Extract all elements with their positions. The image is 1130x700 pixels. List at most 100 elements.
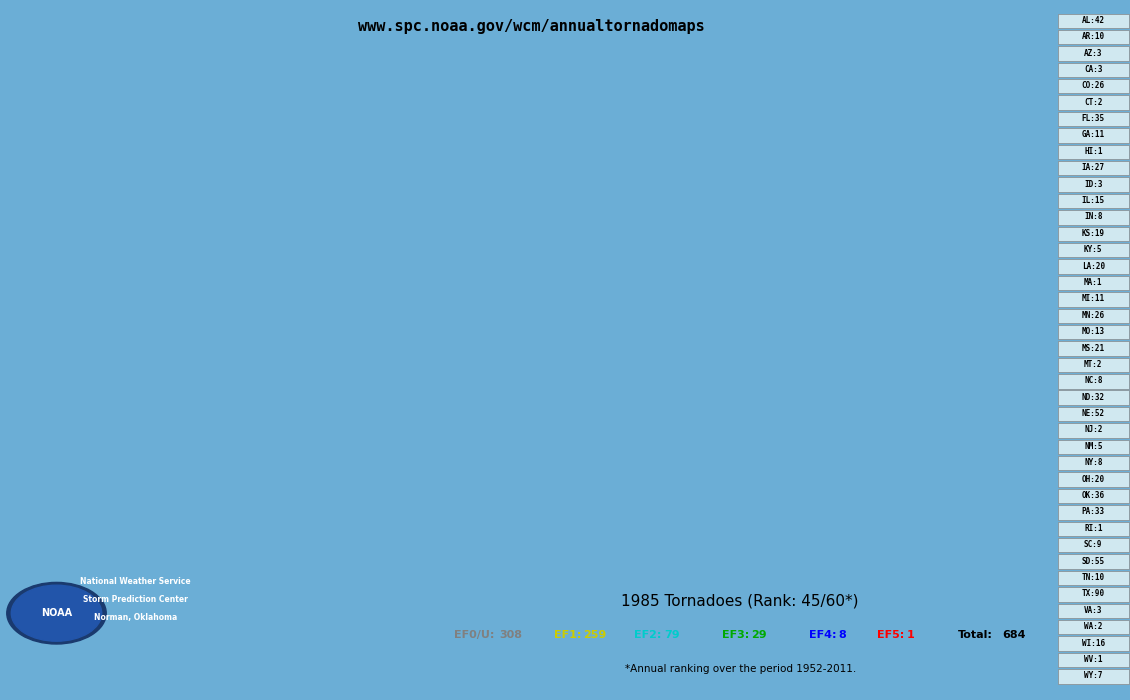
- Text: 308: 308: [499, 630, 522, 640]
- Text: RI:1: RI:1: [1084, 524, 1103, 533]
- FancyBboxPatch shape: [1058, 276, 1129, 290]
- Text: MO:13: MO:13: [1081, 327, 1105, 336]
- Text: NE:52: NE:52: [1081, 409, 1105, 418]
- FancyBboxPatch shape: [1058, 669, 1129, 683]
- Text: MS:21: MS:21: [1081, 344, 1105, 353]
- Text: PA:33: PA:33: [1081, 508, 1105, 517]
- Text: CA:3: CA:3: [1084, 65, 1103, 74]
- Text: TN:10: TN:10: [1081, 573, 1105, 582]
- FancyBboxPatch shape: [1058, 177, 1129, 192]
- Text: 79: 79: [664, 630, 680, 640]
- FancyBboxPatch shape: [1058, 424, 1129, 438]
- Text: GA:11: GA:11: [1081, 130, 1105, 139]
- Text: ND:32: ND:32: [1081, 393, 1105, 402]
- FancyBboxPatch shape: [1058, 522, 1129, 536]
- Text: IA:27: IA:27: [1081, 163, 1105, 172]
- FancyBboxPatch shape: [1058, 456, 1129, 470]
- Text: AZ:3: AZ:3: [1084, 48, 1103, 57]
- FancyBboxPatch shape: [1058, 309, 1129, 323]
- Text: EF3:: EF3:: [721, 630, 749, 640]
- Text: EF5:: EF5:: [877, 630, 904, 640]
- Text: 259: 259: [583, 630, 607, 640]
- Text: 1: 1: [906, 630, 914, 640]
- Text: FL:35: FL:35: [1081, 114, 1105, 123]
- Text: WY:7: WY:7: [1084, 671, 1103, 680]
- Text: VA:3: VA:3: [1084, 606, 1103, 615]
- FancyBboxPatch shape: [1058, 407, 1129, 421]
- FancyBboxPatch shape: [1058, 342, 1129, 356]
- Text: 1985 Tornadoes (Rank: 45/60*): 1985 Tornadoes (Rank: 45/60*): [622, 593, 859, 608]
- Text: EF0/U:: EF0/U:: [454, 630, 495, 640]
- FancyBboxPatch shape: [1058, 63, 1129, 77]
- FancyBboxPatch shape: [1058, 570, 1129, 585]
- FancyBboxPatch shape: [1058, 13, 1129, 28]
- Text: www.spc.noaa.gov/wcm/annualtornadomaps: www.spc.noaa.gov/wcm/annualtornadomaps: [358, 19, 704, 34]
- Text: 29: 29: [751, 630, 767, 640]
- FancyBboxPatch shape: [1058, 652, 1129, 667]
- FancyBboxPatch shape: [1058, 603, 1129, 618]
- Text: NJ:2: NJ:2: [1084, 426, 1103, 435]
- Text: MI:11: MI:11: [1081, 295, 1105, 303]
- Text: Norman, Oklahoma: Norman, Oklahoma: [94, 613, 177, 622]
- FancyBboxPatch shape: [1058, 358, 1129, 372]
- FancyBboxPatch shape: [1058, 505, 1129, 519]
- Text: LA:20: LA:20: [1081, 262, 1105, 271]
- Text: 8: 8: [838, 630, 846, 640]
- FancyBboxPatch shape: [1058, 440, 1129, 454]
- Text: SD:55: SD:55: [1081, 556, 1105, 566]
- Text: KS:19: KS:19: [1081, 229, 1105, 238]
- Text: MN:26: MN:26: [1081, 311, 1105, 320]
- FancyBboxPatch shape: [1058, 325, 1129, 340]
- FancyBboxPatch shape: [1058, 473, 1129, 487]
- FancyBboxPatch shape: [1058, 112, 1129, 126]
- Text: EF2:: EF2:: [635, 630, 662, 640]
- FancyBboxPatch shape: [1058, 374, 1129, 388]
- Text: Storm Prediction Center: Storm Prediction Center: [84, 595, 188, 603]
- FancyBboxPatch shape: [1058, 161, 1129, 176]
- FancyBboxPatch shape: [1058, 128, 1129, 143]
- FancyBboxPatch shape: [1058, 260, 1129, 274]
- FancyBboxPatch shape: [1058, 243, 1129, 258]
- FancyBboxPatch shape: [1058, 587, 1129, 601]
- FancyBboxPatch shape: [1058, 554, 1129, 569]
- FancyBboxPatch shape: [1058, 489, 1129, 503]
- FancyBboxPatch shape: [1058, 538, 1129, 552]
- Text: MA:1: MA:1: [1084, 278, 1103, 287]
- Text: HI:1: HI:1: [1084, 147, 1103, 156]
- Text: NY:8: NY:8: [1084, 458, 1103, 468]
- Text: TX:90: TX:90: [1081, 589, 1105, 598]
- Text: EF4:: EF4:: [809, 630, 836, 640]
- FancyBboxPatch shape: [1058, 79, 1129, 94]
- Text: NOAA: NOAA: [41, 608, 72, 618]
- Circle shape: [11, 585, 102, 641]
- FancyBboxPatch shape: [1058, 145, 1129, 159]
- Text: MT:2: MT:2: [1084, 360, 1103, 369]
- Text: KY:5: KY:5: [1084, 245, 1103, 254]
- FancyBboxPatch shape: [1058, 391, 1129, 405]
- Text: AR:10: AR:10: [1081, 32, 1105, 41]
- FancyBboxPatch shape: [1058, 95, 1129, 110]
- FancyBboxPatch shape: [1058, 210, 1129, 225]
- Text: 684: 684: [1002, 630, 1026, 640]
- Text: AL:42: AL:42: [1081, 15, 1105, 24]
- Text: WV:1: WV:1: [1084, 655, 1103, 664]
- FancyBboxPatch shape: [1058, 292, 1129, 307]
- Text: EF1:: EF1:: [554, 630, 581, 640]
- Text: SC:9: SC:9: [1084, 540, 1103, 550]
- Text: CT:2: CT:2: [1084, 98, 1103, 106]
- Text: IL:15: IL:15: [1081, 196, 1105, 205]
- Text: WI:16: WI:16: [1081, 638, 1105, 648]
- FancyBboxPatch shape: [1058, 227, 1129, 241]
- Text: National Weather Service: National Weather Service: [80, 577, 191, 585]
- FancyBboxPatch shape: [1058, 46, 1129, 61]
- Text: Total:: Total:: [958, 630, 992, 640]
- FancyBboxPatch shape: [1058, 30, 1129, 44]
- Text: *Annual ranking over the period 1952-2011.: *Annual ranking over the period 1952-201…: [625, 664, 855, 674]
- FancyBboxPatch shape: [1058, 620, 1129, 634]
- Text: OH:20: OH:20: [1081, 475, 1105, 484]
- Text: IN:8: IN:8: [1084, 212, 1103, 221]
- Text: OK:36: OK:36: [1081, 491, 1105, 500]
- Text: NM:5: NM:5: [1084, 442, 1103, 451]
- Text: WA:2: WA:2: [1084, 622, 1103, 631]
- FancyBboxPatch shape: [1058, 194, 1129, 208]
